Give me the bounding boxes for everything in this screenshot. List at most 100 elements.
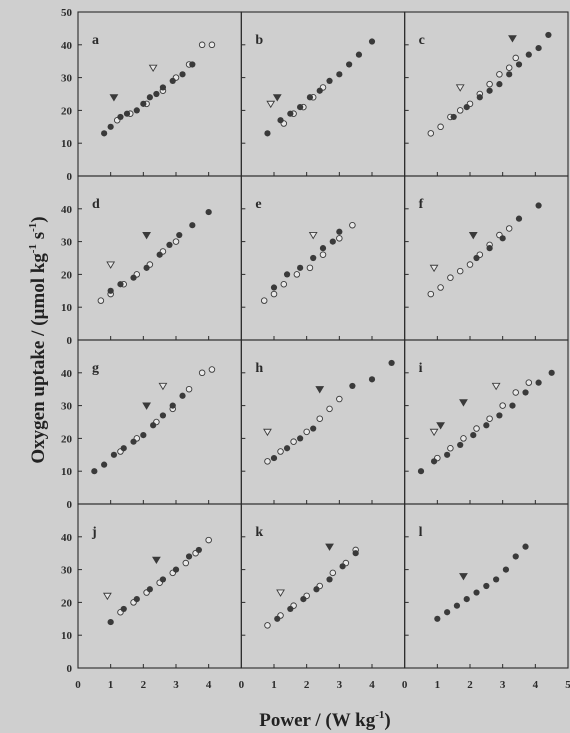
panel-label: e bbox=[255, 197, 261, 212]
filled-circle-point bbox=[270, 454, 278, 462]
y-tick-label: 40 bbox=[61, 368, 73, 380]
filled-circle-point bbox=[316, 87, 323, 94]
panel-c-frame bbox=[404, 11, 569, 177]
y-tick-label: 0 bbox=[67, 499, 73, 511]
x-tick-label: 4 bbox=[206, 679, 212, 691]
filled-circle-point bbox=[107, 618, 114, 626]
open-circle-point bbox=[447, 444, 454, 452]
open-circle-point bbox=[260, 297, 268, 304]
filled-circle-point bbox=[463, 104, 470, 111]
filled-circle-point bbox=[179, 71, 186, 78]
filled-circle-point bbox=[535, 202, 542, 209]
filled-circle-point bbox=[346, 61, 353, 68]
filled-circle-point bbox=[120, 445, 127, 452]
filled-circle-point bbox=[512, 553, 519, 560]
filled-triangle-point bbox=[272, 94, 282, 102]
filled-circle-point bbox=[473, 254, 480, 262]
filled-circle-point bbox=[388, 359, 395, 367]
filled-circle-point bbox=[91, 468, 98, 475]
filled-circle-point bbox=[515, 215, 523, 222]
filled-circle-point bbox=[189, 61, 196, 68]
panel-b-frame bbox=[240, 11, 406, 177]
open-circle-point bbox=[496, 71, 503, 78]
open-circle-point bbox=[456, 267, 464, 275]
filled-triangle-point bbox=[142, 402, 151, 410]
filled-circle-point bbox=[306, 94, 314, 101]
y-tick-label: 10 bbox=[61, 138, 73, 150]
panel-g-frame bbox=[77, 339, 242, 505]
filled-circle-point bbox=[176, 231, 183, 239]
open-circle-point bbox=[473, 425, 480, 432]
filled-circle-point bbox=[195, 546, 202, 554]
open-triangle-point bbox=[276, 589, 285, 597]
panel-label: l bbox=[419, 525, 423, 540]
y-tick-label: 20 bbox=[61, 597, 73, 609]
filled-circle-point bbox=[123, 110, 131, 117]
open-circle-point bbox=[264, 622, 271, 629]
filled-circle-point bbox=[329, 238, 336, 245]
y-tick-label: 10 bbox=[61, 630, 73, 642]
filled-circle-point bbox=[172, 566, 180, 573]
y-axis-title: Oxygen uptake / (µmol kg-1 s-1) bbox=[27, 216, 49, 463]
filled-circle-point bbox=[101, 461, 108, 468]
panel-label: g bbox=[92, 361, 99, 376]
open-circle-point bbox=[172, 238, 180, 245]
filled-circle-point bbox=[496, 412, 503, 419]
x-tick-label: 3 bbox=[337, 679, 343, 691]
filled-circle-point bbox=[515, 61, 523, 68]
panel-l: l bbox=[404, 503, 569, 669]
filled-circle-point bbox=[545, 31, 552, 39]
filled-circle-point bbox=[444, 451, 451, 458]
open-circle-point bbox=[306, 264, 314, 272]
open-circle-point bbox=[270, 290, 278, 298]
filled-circle-point bbox=[117, 281, 124, 288]
filled-circle-point bbox=[189, 222, 196, 229]
filled-circle-point bbox=[283, 271, 291, 278]
filled-circle-point bbox=[352, 550, 359, 557]
x-tick-label: 1 bbox=[271, 679, 277, 691]
panel-k: k bbox=[240, 503, 406, 669]
filled-circle-point bbox=[522, 389, 529, 396]
open-circle-point bbox=[505, 64, 513, 72]
open-circle-point bbox=[198, 369, 206, 377]
open-circle-point bbox=[97, 297, 105, 304]
panel-k-frame bbox=[240, 503, 406, 669]
filled-circle-point bbox=[297, 264, 304, 271]
filled-triangle-point bbox=[142, 231, 151, 240]
filled-circle-point bbox=[179, 392, 186, 399]
filled-circle-point bbox=[506, 71, 513, 78]
filled-circle-point bbox=[493, 576, 500, 583]
x-tick-label: 1 bbox=[435, 679, 441, 691]
open-circle-point bbox=[264, 458, 271, 465]
panel-f: f bbox=[404, 175, 569, 341]
open-circle-point bbox=[303, 428, 310, 436]
open-circle-point bbox=[319, 251, 327, 258]
filled-circle-point bbox=[140, 432, 147, 439]
open-circle-point bbox=[336, 235, 343, 242]
filled-circle-point bbox=[339, 563, 346, 570]
filled-circle-point bbox=[300, 596, 307, 603]
filled-circle-point bbox=[476, 94, 483, 101]
panel-i-frame bbox=[404, 339, 569, 505]
filled-circle-point bbox=[169, 77, 176, 84]
x-tick-label: 0 bbox=[239, 679, 245, 691]
filled-circle-point bbox=[496, 81, 503, 88]
open-circle-point bbox=[460, 435, 467, 442]
panel-h-frame bbox=[240, 339, 406, 505]
filled-circle-point bbox=[453, 602, 461, 609]
filled-circle-point bbox=[130, 438, 137, 445]
filled-circle-point bbox=[535, 44, 542, 52]
panel-j: j bbox=[77, 503, 242, 669]
panel-b: b bbox=[240, 11, 406, 177]
open-circle-point bbox=[437, 123, 444, 131]
panel-d-frame bbox=[77, 175, 242, 341]
open-triangle-point bbox=[491, 382, 501, 391]
panel-label: h bbox=[255, 361, 263, 376]
open-circle-point bbox=[280, 280, 288, 288]
filled-circle-point bbox=[473, 589, 480, 596]
filled-circle-point bbox=[319, 245, 327, 252]
filled-circle-point bbox=[166, 241, 173, 248]
filled-circle-point bbox=[310, 425, 317, 432]
open-circle-point bbox=[512, 54, 519, 62]
filled-triangle-point bbox=[109, 94, 119, 102]
